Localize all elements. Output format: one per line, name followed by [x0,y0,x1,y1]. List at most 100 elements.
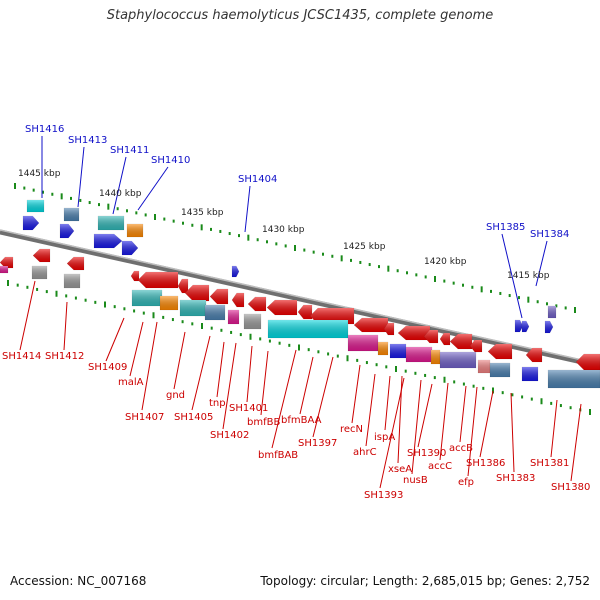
gene-label[interactable]: SH1413 [68,135,107,146]
scale-tick [256,238,259,242]
scale-tick [266,240,268,244]
scale-tick [163,217,166,221]
scale-tick [298,344,300,351]
scale-tick [249,333,252,340]
gene-label[interactable]: SH1409 [88,362,127,373]
gene-label[interactable]: SH1393 [364,490,403,501]
gene-label[interactable]: SH1402 [210,430,249,441]
gene-label[interactable]: malA [118,377,144,388]
gene-label[interactable]: accB [449,443,473,454]
bottom-gene-labels: SH1414 SH1412 SH1409 malA SH1407 gnd SH1… [2,351,590,501]
gene-label[interactable]: SH1414 [2,351,41,362]
label-connector [384,375,391,431]
gene-label[interactable]: SH1416 [25,124,64,135]
gene-label[interactable]: SH1390 [407,448,446,459]
gene-shading [131,271,139,281]
gene-label[interactable]: xseA [388,464,412,475]
scale-tick [359,260,362,264]
gene-label[interactable]: gnd [166,390,185,401]
scale-tick [133,309,136,313]
gene-shading [205,305,225,320]
label-connector [137,166,169,211]
gene-label[interactable]: SH1405 [174,412,213,423]
gene-label[interactable]: SH1397 [298,438,337,449]
gene-label[interactable]: SH1385 [486,222,525,233]
scale-tick [462,382,465,386]
scale-tick [191,322,194,326]
scale-tick [239,333,242,337]
gene-shading [378,342,388,355]
gene-shading [23,216,39,230]
scale-tick [14,183,16,189]
scale-tick [210,326,213,330]
gene-shading [390,344,406,358]
gene-label[interactable]: SH1383 [496,473,535,484]
gene-shading [33,249,50,262]
scale-tick [490,289,492,293]
gene-label[interactable]: ispA [374,432,395,443]
label-connector [379,377,405,489]
scale-tick [414,371,417,375]
scale-tick [181,320,184,324]
gene-shading [127,224,143,237]
scale-tick [230,330,233,334]
scale-tick [126,209,128,213]
gene-label[interactable]: SH1411 [110,145,149,156]
gene-label[interactable]: SH1404 [238,174,277,185]
gene-shading [384,323,394,335]
gene-label[interactable]: accC [428,461,452,472]
label-connector [112,156,127,215]
scale-tick [375,363,378,367]
gene-shading [298,305,312,319]
scale-tick [171,318,174,322]
gene-shading [210,289,228,304]
scale-tick [26,285,29,289]
scale-tick [60,193,63,200]
gene-shading [64,208,79,221]
gene-shading [478,360,490,373]
gene-shading [398,326,430,340]
gene-label[interactable]: nusB [403,475,428,486]
scale-tick [472,384,475,388]
label-connector [411,379,422,475]
gene-label[interactable]: SH1386 [466,458,505,469]
gene-shading [548,370,600,388]
scale-tick [32,188,35,192]
gene-label[interactable]: tnp [209,398,226,409]
scale-tick [387,265,390,272]
gene-label[interactable]: SH1412 [45,351,84,362]
label-connector [351,364,361,424]
scale-tick [499,291,502,295]
gene-label[interactable]: SH1384 [530,229,569,240]
gene-shading [526,348,542,362]
scale-tick [471,285,474,289]
scale-tick [508,294,511,298]
gene-label[interactable]: efp [458,477,474,488]
scale-tick [74,296,77,300]
scale-tick [104,301,106,308]
gene-label[interactable]: bmfBB [247,417,280,428]
scale-tick [443,376,446,383]
gene-label[interactable]: ahrC [353,447,377,458]
label-connector [459,385,467,443]
scale-tick [144,213,147,217]
label-connector [222,342,237,430]
gene-label[interactable]: SH1407 [125,412,164,423]
gene-label[interactable]: SH1380 [551,482,590,493]
scale-tick [433,376,436,380]
scale-label: 1440 kbp [99,189,142,199]
scale-tick [453,380,456,384]
gene-label[interactable]: recN [340,424,363,435]
scale-tick [555,304,558,308]
gene-label[interactable]: bfmBAA [281,415,322,426]
scale-tick [70,196,72,200]
gene-label[interactable]: bmfBAB [258,450,298,461]
label-connector [479,390,494,458]
scale-tick [492,387,494,394]
gene-label[interactable]: SH1381 [530,458,569,469]
scale-tick [219,229,222,233]
gene-label[interactable]: SH1410 [151,155,190,166]
gene-shading [431,350,440,364]
scale-tick [378,265,380,269]
gene-label[interactable]: SH1401 [229,403,268,414]
